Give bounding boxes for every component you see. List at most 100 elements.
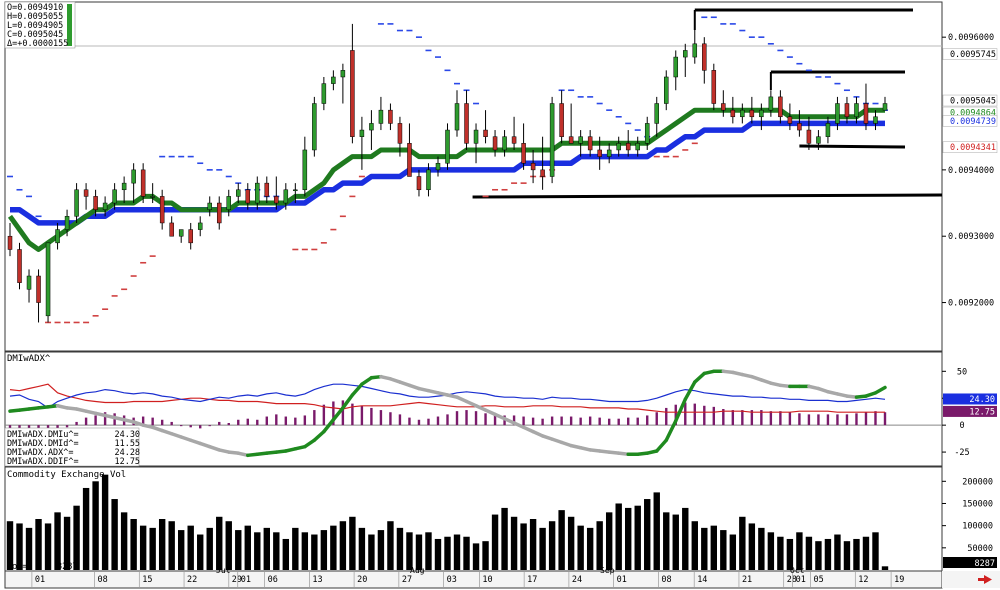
candle-body <box>540 169 545 177</box>
candle-body <box>121 182 127 191</box>
volume-bar <box>406 532 413 570</box>
volume-bar <box>111 499 118 570</box>
ddif-bar <box>370 407 373 426</box>
date-axis-label: 01 <box>241 575 251 585</box>
volume-bar <box>796 532 803 570</box>
date-axis-label: 20 <box>357 575 367 585</box>
scroll-right-arrow-bg <box>942 571 1000 588</box>
ddif-bar <box>569 416 573 426</box>
volume-bar <box>273 532 280 570</box>
candle-body <box>492 136 498 151</box>
ddif-bar <box>788 412 792 426</box>
adx-segment <box>303 438 317 449</box>
candle-body <box>635 143 640 151</box>
dmi-readout-box <box>4 427 140 467</box>
volume-bar <box>197 534 204 570</box>
date-axis-month: Aug <box>410 566 425 575</box>
candle-body <box>378 109 384 124</box>
volume-bar <box>672 514 679 570</box>
volume-bar <box>254 532 261 570</box>
ddif-bar <box>103 412 107 426</box>
axis-layer: 0.0096000 0.0094000 0.0093000 0.0092000 0.00… <box>31 33 998 588</box>
candle-body <box>549 103 555 177</box>
volume-bar <box>872 532 879 570</box>
ddif-bar <box>227 423 230 426</box>
volume-bar <box>330 525 337 570</box>
candle-body <box>264 182 270 197</box>
ddif-bar <box>322 404 326 426</box>
adx-segment <box>350 382 364 397</box>
candle-body <box>169 222 174 237</box>
candle-body <box>102 202 108 210</box>
volume-bar <box>634 505 641 570</box>
ddif-bar <box>313 410 316 426</box>
date-axis-label: 10 <box>482 575 492 585</box>
candle-body <box>312 103 317 151</box>
dmi-tag-bg <box>943 393 997 405</box>
volume-bar <box>387 521 394 570</box>
candle-body <box>407 143 412 177</box>
candle-body <box>83 189 89 197</box>
ddif-bar <box>398 414 402 426</box>
date-axis-month: Sep <box>600 566 615 575</box>
scroll-right-arrow-icon[interactable] <box>978 575 992 584</box>
candle-body <box>64 216 70 230</box>
volume-bar <box>244 525 251 570</box>
volume-bar <box>567 516 575 570</box>
volume-bar <box>881 566 889 570</box>
candle-body <box>778 96 783 118</box>
volume-bar <box>225 521 232 570</box>
candle-body <box>321 83 327 104</box>
candle-body <box>26 275 32 290</box>
ddif-bar <box>265 416 268 426</box>
volume-bar <box>472 543 480 570</box>
ddif-bar <box>627 417 630 426</box>
ddif-bar <box>864 412 868 426</box>
ddif-bar <box>303 415 307 426</box>
ddif-bar <box>351 403 354 426</box>
date-axis-label: 05 <box>814 575 824 585</box>
candle-body <box>359 129 365 137</box>
ddif-bar <box>75 421 78 426</box>
ohlc-close: C=0.0095045 <box>7 30 63 40</box>
candle-body <box>36 275 41 303</box>
ddif-bar <box>607 418 611 426</box>
volume-bar <box>149 527 156 570</box>
volume-bar <box>805 536 813 570</box>
ddif-bar <box>199 425 202 429</box>
adx-segment <box>654 438 668 453</box>
candle-body <box>749 109 755 118</box>
ddif-bar <box>798 413 801 426</box>
dmi-panel-title: DMIwADX^ <box>7 354 51 364</box>
candle-body <box>502 136 507 151</box>
ddif-bar <box>826 414 830 426</box>
candle-body <box>587 136 593 151</box>
ddif-bar <box>646 415 649 426</box>
volume-bar <box>586 527 594 570</box>
candle-body <box>397 123 403 144</box>
ddif-bar <box>218 421 221 426</box>
ddif-bar <box>617 418 620 426</box>
volume-bar <box>235 530 242 570</box>
volume-bar <box>349 516 356 570</box>
volume-last-tag: 8287 <box>975 559 995 569</box>
candle-body <box>140 169 146 197</box>
ddif-bar <box>598 417 601 426</box>
candle-body <box>178 229 184 237</box>
candle-body <box>673 56 679 78</box>
candle-body <box>578 136 583 144</box>
volume-readout-value: 8287 <box>57 562 77 572</box>
volume-bar <box>834 534 841 570</box>
volume-bar <box>510 516 518 570</box>
adx-segment <box>331 406 345 422</box>
ddif-bar <box>883 412 887 426</box>
candle-body <box>216 202 222 224</box>
dmi-readout-ddif: DMIwADX.DDIF^= 12.75 <box>7 457 140 467</box>
volume-bar <box>320 530 328 570</box>
candle-body <box>473 129 479 144</box>
volume-panel-title: Commodity Exchange Vol <box>7 470 126 480</box>
volume-bar <box>120 512 128 570</box>
volume-bar <box>73 505 80 570</box>
dmi-tag-bg <box>943 405 997 417</box>
volume-bar <box>263 527 270 570</box>
